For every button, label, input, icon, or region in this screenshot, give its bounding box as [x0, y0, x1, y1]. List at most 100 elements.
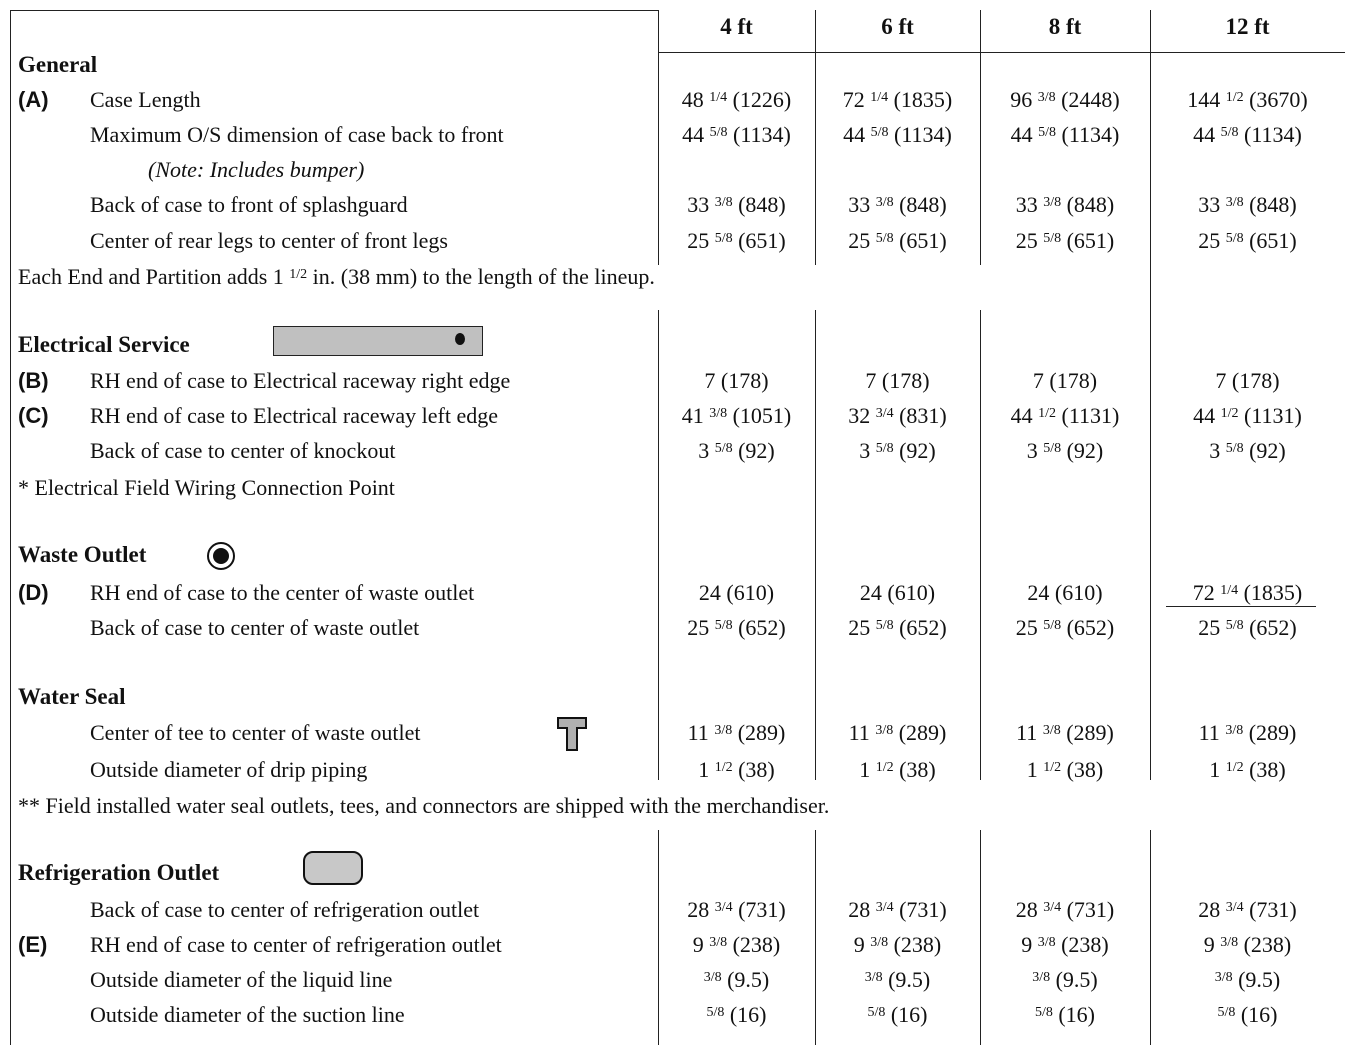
value-cell: 44 1/2 (1131): [1150, 403, 1345, 429]
value-whole: 44: [843, 122, 871, 147]
value-metric: (731): [1243, 897, 1297, 922]
value-metric: (289): [1243, 720, 1297, 745]
value-whole: 1: [698, 757, 715, 782]
value-fraction: 3/8: [864, 970, 883, 985]
row-label: Outside diameter of the suction line: [90, 1002, 405, 1027]
value-whole: 44: [1193, 122, 1221, 147]
value-fraction: 3/8: [1037, 90, 1056, 105]
row-label: Outside diameter of drip piping: [90, 757, 368, 782]
value-fraction: 5/8: [1225, 231, 1244, 246]
value-metric: (848): [1243, 192, 1297, 217]
value-fraction: 3/8: [703, 970, 722, 985]
value-fraction: 5/8: [706, 1005, 725, 1020]
value-cell: 72 1/4 (1835): [1150, 580, 1345, 606]
value-cell: 33 3/8 (848): [1150, 192, 1345, 218]
value-whole: 11: [1016, 720, 1043, 745]
value-cell: 9 3/8 (238): [658, 932, 815, 958]
section-title-waste: Waste Outlet: [18, 542, 147, 567]
row-label: Back of case to center of refrigeration …: [90, 897, 480, 922]
value-cell: 3 5/8 (92): [980, 438, 1150, 464]
electrical-footnote: * Electrical Field Wiring Connection Poi…: [18, 475, 395, 500]
value-cell: 28 3/4 (731): [658, 897, 815, 923]
value-cell: 11 3/8 (289): [658, 720, 815, 746]
value-cell: 9 3/8 (238): [815, 932, 980, 958]
value-cell: 25 5/8 (652): [658, 615, 815, 641]
value-metric: (652): [1243, 615, 1297, 640]
column-header-8ft: 8 ft: [1048, 14, 1082, 39]
value-fraction: 5/8: [1043, 618, 1062, 633]
value-whole: 72: [1192, 580, 1221, 605]
section-title-refrigeration: Refrigeration Outlet: [18, 860, 220, 885]
value-metric: (1835): [1238, 580, 1303, 605]
value-metric: (1131): [1238, 403, 1302, 428]
value-whole: 33: [687, 192, 715, 217]
water-seal-footnote: ** Field installed water seal outlets, t…: [18, 793, 830, 818]
row-label: Maximum O/S dimension of case back to fr…: [90, 122, 504, 147]
value-whole: 24: [698, 580, 727, 605]
value-whole: 41: [681, 403, 710, 428]
knockout-icon: [455, 333, 465, 345]
value-fraction: 3/4: [875, 900, 894, 915]
value-fraction: 1/4: [1220, 583, 1239, 598]
value-metric: (238): [1238, 932, 1292, 957]
value-fraction: 3/8: [1043, 195, 1062, 210]
value-fraction: 1/2: [1225, 90, 1244, 105]
column-divider: [815, 830, 816, 1045]
value-whole: 32: [848, 403, 876, 428]
value-cell: 24 (610): [658, 580, 815, 606]
value-metric: (289): [732, 720, 786, 745]
value-cell: 11 3/8 (289): [1150, 720, 1345, 746]
value-whole: 44: [1193, 403, 1221, 428]
value-whole: 96: [1010, 87, 1038, 112]
value-metric: (848): [732, 192, 786, 217]
value-metric: (178): [881, 368, 930, 393]
value-cell: 44 1/2 (1131): [980, 403, 1150, 429]
value-metric: (178): [720, 368, 769, 393]
value-fraction: 5/8: [1217, 1005, 1236, 1020]
row-label: RH end of case to center of refrigeratio…: [90, 932, 502, 957]
value-whole: 25: [687, 615, 715, 640]
value-metric: (651): [1243, 228, 1297, 253]
value-fraction: 3/8: [1225, 723, 1244, 738]
value-fraction: 3/8: [870, 935, 889, 950]
value-metric: (9.5): [1232, 967, 1281, 992]
value-whole: 28: [1015, 897, 1044, 922]
value-cell: 11 3/8 (289): [815, 720, 980, 746]
value-fraction: 5/8: [1220, 125, 1239, 140]
value-whole: 3: [1026, 438, 1044, 463]
value-whole: 9: [853, 932, 871, 957]
column-divider: [658, 10, 659, 265]
value-whole: 144: [1187, 87, 1226, 112]
value-metric: (9.5): [882, 967, 931, 992]
column-divider: [980, 830, 981, 1045]
value-cell: 25 5/8 (651): [1150, 228, 1345, 254]
value-fraction: 5/8: [1038, 125, 1057, 140]
value-cell: 44 5/8 (1134): [815, 122, 980, 148]
value-cell: 11 3/8 (289): [980, 720, 1150, 746]
section-title-water-seal: Water Seal: [18, 684, 126, 709]
value-fraction: 3/8: [1225, 195, 1244, 210]
tee-icon: [557, 717, 587, 751]
value-cell: 1 1/2 (38): [815, 757, 980, 783]
row-label: Outside diameter of the liquid line: [90, 967, 393, 992]
value-metric: (38): [1243, 757, 1286, 782]
value-whole: 33: [1198, 192, 1226, 217]
footnote-fraction: 1/2: [289, 267, 308, 282]
row-label: Back of case to front of splashguard: [90, 192, 408, 217]
value-whole: 11: [687, 720, 715, 745]
value-cell: 44 5/8 (1134): [658, 122, 815, 148]
value-cell: 5/8 (16): [658, 1002, 815, 1028]
value-metric: (1134): [1238, 122, 1302, 147]
value-metric: (38): [732, 757, 775, 782]
value-whole: 44: [1010, 122, 1039, 147]
value-cell: 5/8 (16): [1150, 1002, 1345, 1028]
column-divider: [658, 310, 659, 780]
value-cell: 24 (610): [980, 580, 1150, 606]
value-metric: (3670): [1243, 87, 1308, 112]
row-label: Center of rear legs to center of front l…: [90, 228, 448, 253]
value-fraction: 5/8: [1034, 1005, 1053, 1020]
value-cell: 28 3/4 (731): [980, 897, 1150, 923]
value-fraction: 3/8: [875, 195, 894, 210]
value-whole: 25: [848, 228, 876, 253]
waste-outlet-icon: [207, 542, 235, 570]
